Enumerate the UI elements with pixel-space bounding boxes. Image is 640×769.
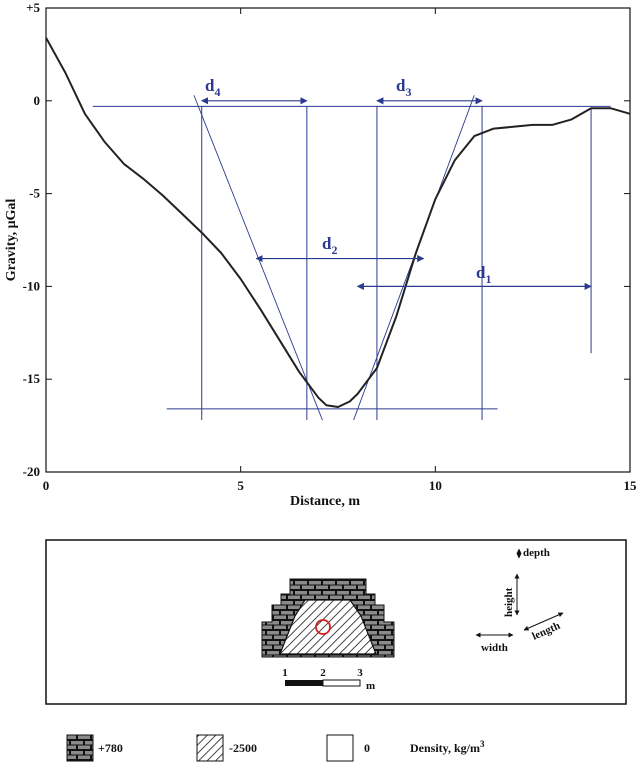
y-ticks: +5 0 -5 -10 -15 -20 bbox=[23, 0, 630, 479]
gravity-chart: +5 0 -5 -10 -15 -20 0 5 10 15 Distance, m Gravit… bbox=[4, 0, 637, 509]
y-tick-label: -5 bbox=[29, 186, 40, 201]
scale-tick-1: 1 bbox=[282, 667, 288, 679]
x-tick-label: 10 bbox=[429, 478, 442, 493]
series-group bbox=[45, 37, 631, 408]
depth-label: depth bbox=[523, 547, 550, 559]
label-d1: d1 bbox=[476, 263, 491, 286]
width-label: width bbox=[481, 642, 508, 654]
plot-frame bbox=[45, 7, 631, 473]
label-d2: d2 bbox=[322, 234, 337, 257]
x-tick-label: 0 bbox=[43, 478, 50, 493]
scale-tick-2: 2 bbox=[320, 667, 326, 679]
y-tick-label: -15 bbox=[23, 371, 41, 386]
density-model-panel: 1 2 3 m depth height width length bbox=[45, 539, 627, 705]
x-tick-label: 5 bbox=[237, 478, 244, 493]
dimension-legend: depth height width length bbox=[475, 547, 564, 654]
tangent-line bbox=[193, 95, 323, 421]
legend-swatch-brick bbox=[66, 734, 94, 762]
legend-title: Density, kg/m3 bbox=[410, 739, 485, 755]
target-marker bbox=[315, 619, 331, 635]
label-d3: d3 bbox=[396, 76, 411, 99]
legend-label-brick: +780 bbox=[98, 741, 123, 755]
length-label: length bbox=[530, 620, 562, 643]
x-axis-label: Distance, m bbox=[290, 494, 360, 509]
y-tick-label: +5 bbox=[26, 0, 40, 15]
legend-swatch-hatch bbox=[196, 734, 224, 762]
label-d4: d4 bbox=[205, 76, 220, 99]
model-frame bbox=[45, 539, 627, 705]
legend-swatch-empty bbox=[326, 734, 354, 762]
scale-tick-3: 3 bbox=[357, 667, 363, 679]
scale-unit: m bbox=[366, 680, 375, 692]
height-label: height bbox=[503, 587, 515, 617]
annotations bbox=[201, 97, 592, 290]
x-ticks: 0 5 10 15 bbox=[43, 8, 637, 493]
y-tick-label: -10 bbox=[23, 278, 40, 293]
legend-label-hatch: -2500 bbox=[229, 741, 257, 755]
void-core bbox=[279, 599, 377, 655]
scale-bar: 1 2 3 m bbox=[282, 667, 375, 692]
density-legend: +780 -2500 0 Density, kg/m3 bbox=[66, 734, 485, 762]
gravity-curve bbox=[45, 37, 631, 408]
y-tick-label: -20 bbox=[23, 464, 40, 479]
y-axis-label: Gravity, μGal bbox=[4, 199, 19, 282]
y-tick-label: 0 bbox=[34, 93, 41, 108]
x-tick-label: 15 bbox=[624, 478, 638, 493]
legend-label-empty: 0 bbox=[364, 741, 370, 755]
reference-lines bbox=[92, 95, 611, 421]
